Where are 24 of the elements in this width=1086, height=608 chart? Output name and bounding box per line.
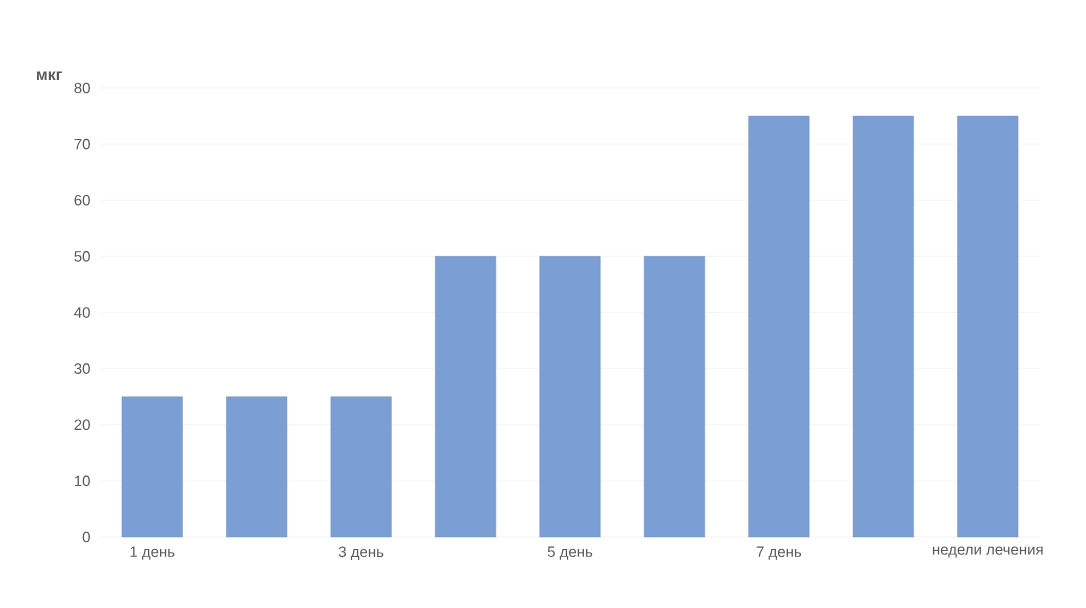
y-tick-label: 70 <box>74 138 90 150</box>
bar <box>643 256 705 538</box>
y-axis-title: мкг <box>36 71 62 80</box>
x-tick-label: 1 день <box>130 546 175 560</box>
bar <box>748 115 810 538</box>
y-tick-label: 30 <box>74 363 90 374</box>
bar <box>957 115 1019 538</box>
bar <box>435 256 497 538</box>
y-tick-label: 80 <box>74 82 90 94</box>
bar <box>226 396 288 538</box>
bar <box>539 256 601 538</box>
y-tick-label: 10 <box>74 475 90 487</box>
bar <box>852 115 914 538</box>
y-tick-label: 40 <box>74 307 90 318</box>
x-tick-label: 3 день <box>338 546 384 560</box>
bar <box>121 396 183 538</box>
y-tick-label: 0 <box>82 531 90 543</box>
x-tick-label: недели лечения <box>932 546 1043 558</box>
y-tick-label: 20 <box>74 419 90 431</box>
x-tick-label: 5 день <box>547 546 593 560</box>
bar <box>330 396 392 538</box>
x-tick-label: 7 день <box>756 546 802 560</box>
y-tick-label: 60 <box>74 194 90 206</box>
y-tick-label: 50 <box>74 251 90 262</box>
